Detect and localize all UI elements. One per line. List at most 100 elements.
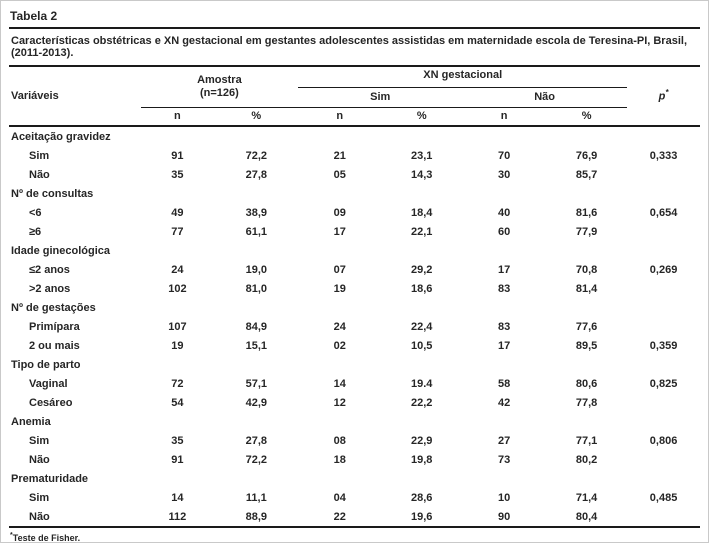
cell-value: 19 — [171, 339, 184, 352]
cell-value: 29,2 — [411, 263, 433, 276]
cell-value: 85,7 — [575, 168, 598, 181]
cell-value: 77 — [171, 225, 184, 238]
category-row: Anemia — [9, 412, 700, 431]
table-row: Vaginal 72 57,1 14 19.4 58 80,6 0,825 — [9, 374, 700, 393]
cell-value: 22,1 — [411, 225, 433, 238]
cell-value: 17 — [333, 225, 346, 238]
table-row: Não 35 27,8 05 14,3 30 85,7 — [9, 165, 700, 184]
category-label: Tipo de parto — [11, 358, 81, 371]
cell-value: 0,825 — [649, 377, 678, 390]
header-variables: Variáveis — [11, 89, 59, 102]
category-label: Anemia — [11, 415, 51, 428]
cell-value: 91 — [171, 149, 184, 162]
cell-value: 0,359 — [649, 339, 678, 352]
cell-value: 18,6 — [411, 282, 433, 295]
header-pct-sim: % — [416, 110, 427, 123]
header-pct-nao: % — [581, 110, 592, 123]
table-body: Aceitação gravidez Sim 91 72,2 21 23,1 70 76,9 0… — [9, 126, 700, 527]
row-label: Primípara — [29, 320, 80, 333]
cell-value: 07 — [333, 263, 346, 276]
cell-value: 22,9 — [411, 434, 433, 447]
cell-value: 04 — [333, 491, 346, 504]
row-label: Não — [29, 168, 50, 181]
cell-value: 76,9 — [575, 149, 598, 162]
header-n-amostra: n — [174, 110, 181, 123]
header-p-label: p — [658, 91, 666, 103]
category-row: Nº de gestações — [9, 298, 700, 317]
header-n-sim: n — [336, 110, 344, 123]
row-label: Sim — [29, 434, 50, 447]
category-row: Nº de consultas — [9, 184, 700, 203]
cell-value: 19 — [333, 282, 346, 295]
header-nao: Não — [462, 87, 628, 108]
cell-value: 27,8 — [245, 434, 268, 447]
cell-value: 84,9 — [245, 320, 268, 333]
category-row: Aceitação gravidez — [9, 126, 700, 146]
header-n-nao: n — [500, 110, 508, 123]
cell-value: 14 — [171, 491, 184, 504]
table-number-title: Tabela 2 — [9, 6, 700, 29]
table-row: <6 49 38,9 09 18,4 40 81,6 0,654 — [9, 203, 700, 222]
cell-value: 77,6 — [575, 320, 598, 333]
cell-value — [627, 450, 700, 469]
cell-value: 90 — [498, 510, 511, 523]
cell-value: 54 — [171, 396, 184, 409]
header-amostra: Amostra (n=126) — [140, 67, 299, 108]
cell-value: 15,1 — [245, 339, 268, 352]
row-label: <6 — [29, 206, 42, 219]
cell-value: 80,2 — [575, 453, 598, 466]
category-row: Prematuridade — [9, 469, 700, 488]
category-label: Idade ginecológica — [11, 244, 111, 257]
cell-value: 71,4 — [575, 491, 598, 504]
cell-value: 19.4 — [411, 377, 433, 390]
cell-value: 23,1 — [411, 149, 433, 162]
cell-value: 80,4 — [575, 510, 598, 523]
row-label: Sim — [29, 149, 50, 162]
cell-value: 24 — [333, 320, 346, 333]
table-row: Primípara 107 84,9 24 22,4 83 77,6 — [9, 317, 700, 336]
cell-value: 70,8 — [575, 263, 598, 276]
cell-value: 08 — [333, 434, 346, 447]
header-sim: Sim — [298, 87, 463, 108]
cell-value: 73 — [498, 453, 511, 466]
cell-value: 72,2 — [245, 453, 268, 466]
category-label: Nº de consultas — [11, 187, 94, 200]
cell-value: 70 — [498, 149, 511, 162]
cell-value: 81,6 — [575, 206, 598, 219]
data-table: Variáveis Amostra (n=126) XN gestacional… — [9, 67, 700, 528]
cell-value: 42,9 — [245, 396, 268, 409]
cell-value — [627, 279, 700, 298]
header-p-value: p* — [627, 67, 700, 126]
table-row: Não 112 88,9 22 19,6 90 80,4 — [9, 507, 700, 527]
table-row: ≤2 anos 24 19,0 07 29,2 17 70,8 0,269 — [9, 260, 700, 279]
cell-value: 35 — [171, 168, 184, 181]
cell-value: 107 — [168, 320, 187, 333]
cell-value: 05 — [333, 168, 346, 181]
cell-value: 11,1 — [245, 491, 267, 504]
cell-value: 27 — [498, 434, 511, 447]
cell-value: 14 — [333, 377, 346, 390]
cell-value: 102 — [168, 282, 187, 295]
cell-value: 21 — [333, 149, 346, 162]
table-row: 2 ou mais 19 15,1 02 10,5 17 89,5 0,359 — [9, 336, 700, 355]
cell-value: 42 — [498, 396, 511, 409]
category-label: Aceitação gravidez — [11, 130, 111, 143]
cell-value: 0,269 — [649, 263, 678, 276]
cell-value: 91 — [171, 453, 184, 466]
row-label: Cesáreo — [29, 396, 73, 409]
category-label: Prematuridade — [11, 472, 89, 485]
table-row: Cesáreo 54 42,9 12 22,2 42 77,8 — [9, 393, 700, 412]
table-row: >2 anos 102 81,0 19 18,6 83 81,4 — [9, 279, 700, 298]
cell-value: 83 — [498, 282, 511, 295]
cell-value — [627, 165, 700, 184]
cell-value: 80,6 — [575, 377, 598, 390]
cell-value: 0,654 — [649, 206, 678, 219]
cell-value: 112 — [168, 510, 187, 523]
header-xn-gestacional: XN gestacional — [298, 67, 628, 88]
cell-value: 02 — [333, 339, 346, 352]
row-label: ≥6 — [29, 225, 42, 238]
cell-value: 22,2 — [411, 396, 433, 409]
cell-value: 57,1 — [245, 377, 268, 390]
row-label: Sim — [29, 491, 50, 504]
